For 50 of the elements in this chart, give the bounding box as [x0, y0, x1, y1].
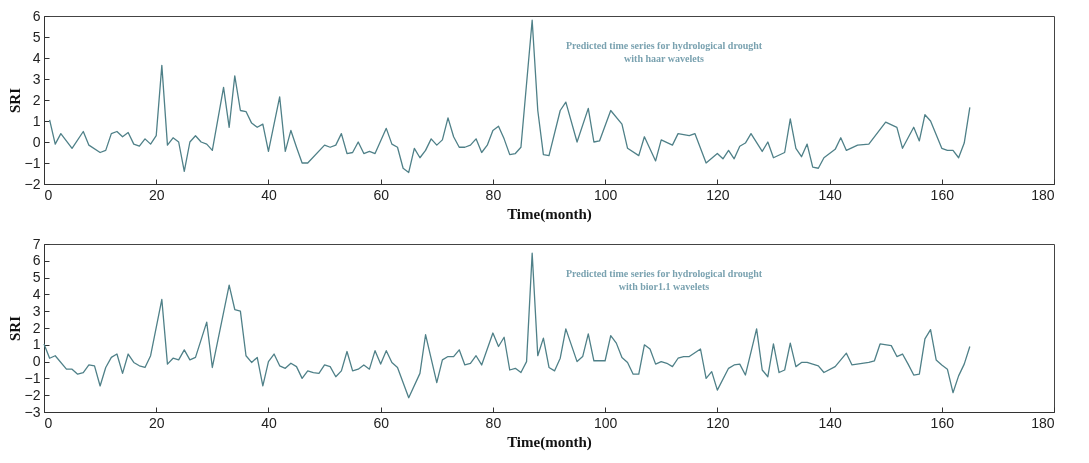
annotation: with haar wavelets — [624, 53, 705, 64]
y-axis-title: SRI — [6, 87, 23, 114]
y-tick-label: 2 — [32, 319, 41, 336]
x-tick-label: 20 — [148, 186, 165, 203]
x-tick-label: 0 — [44, 414, 53, 431]
line-series — [43, 252, 971, 399]
y-tick-label: 3 — [32, 70, 41, 87]
y-tick-label: 5 — [32, 269, 41, 286]
x-tick-label: 160 — [930, 186, 955, 203]
x-tick-label: 20 — [148, 414, 165, 431]
y-tick-label: −1 — [24, 369, 41, 386]
y-tick-label: −1 — [24, 154, 41, 171]
x-tick-label: 140 — [818, 414, 842, 431]
y-tick-label: 0 — [32, 133, 41, 150]
x-tick-label: 80 — [485, 186, 502, 203]
y-tick-label: −2 — [24, 175, 41, 192]
x-tick-label: 120 — [706, 186, 730, 203]
y-tick-label: 4 — [32, 285, 41, 302]
x-tick-label: 100 — [593, 186, 618, 203]
x-tick-label: 100 — [593, 414, 618, 431]
x-tick-label: 80 — [485, 414, 502, 431]
y-tick-label: −2 — [24, 386, 41, 403]
x-tick-label: 0 — [44, 186, 53, 203]
x-tick-label: 160 — [930, 414, 955, 431]
y-tick-label: 4 — [32, 49, 41, 66]
line-series — [48, 19, 971, 174]
x-tick-label: 180 — [1031, 414, 1055, 431]
annotation: Predicted time series for hydrological drought — [565, 268, 763, 279]
y-tick-label: 6 — [32, 7, 41, 24]
x-tick-label: 120 — [706, 414, 730, 431]
y-axis-title: SRI — [6, 315, 23, 342]
y-tick-label: 7 — [32, 235, 41, 252]
annotation: Predicted time series for hydrological drought — [565, 40, 763, 51]
x-tick-label: 60 — [373, 414, 390, 431]
x-tick-label: 180 — [1031, 186, 1055, 203]
x-tick-label: 60 — [373, 186, 390, 203]
y-tick-label: 3 — [32, 302, 41, 319]
y-tick-label: 0 — [32, 353, 41, 370]
x-axis-title: Time(month) — [507, 433, 592, 451]
x-tick-label: 40 — [261, 186, 277, 203]
y-tick-label: 6 — [32, 252, 41, 269]
y-tick-label: 5 — [32, 28, 41, 45]
y-tick-label: −3 — [24, 403, 41, 420]
x-tick-label: 140 — [818, 186, 842, 203]
y-tick-label: 2 — [32, 91, 41, 108]
y-tick-label: 1 — [32, 112, 41, 129]
x-tick-label: 40 — [261, 414, 277, 431]
y-tick-label: 1 — [32, 336, 41, 353]
annotation: with bior1.1 wavelets — [618, 281, 710, 292]
x-axis-title: Time(month) — [507, 205, 592, 223]
